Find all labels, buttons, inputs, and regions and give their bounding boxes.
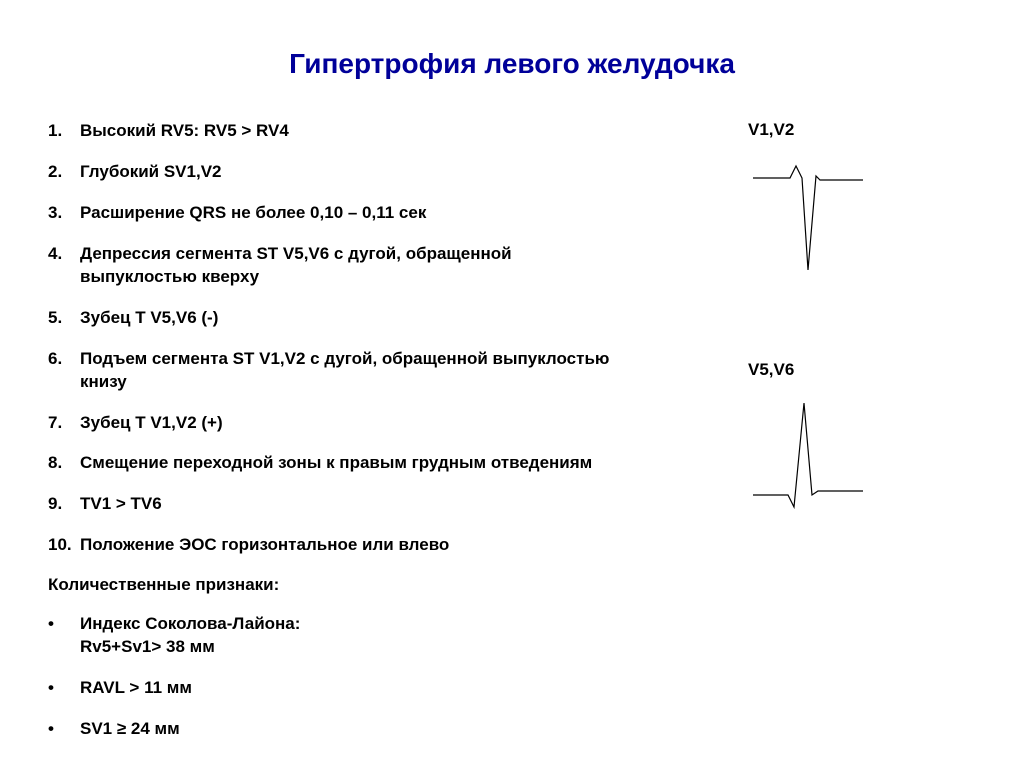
right-column: V1,V2 V5,V6 <box>618 120 978 759</box>
list-item: 6.Подъем сегмента ST V1,V2 с дугой, обра… <box>48 348 618 394</box>
list-item: 3.Расширение QRS не более 0,10 – 0,11 се… <box>48 202 618 225</box>
page-title: Гипертрофия левого желудочка <box>0 0 1024 120</box>
left-column: 1.Высокий RV5: RV5 > RV4 2.Глубокий SV1,… <box>48 120 618 759</box>
list-item: 10.Положение ЭОС горизонтальное или влев… <box>48 534 618 557</box>
subheading: Количественные признаки: <box>48 575 618 595</box>
ecg-wave-v5v6-icon <box>748 395 868 515</box>
list-item: 8.Смещение переходной зоны к правым груд… <box>48 452 618 475</box>
numbered-list: 1.Высокий RV5: RV5 > RV4 2.Глубокий SV1,… <box>48 120 618 557</box>
list-item: 9.TV1 > TV6 <box>48 493 618 516</box>
list-item: 5.Зубец T V5,V6 (-) <box>48 307 618 330</box>
bullet-item: •RAVL > 11 мм <box>48 677 618 700</box>
list-item: 4.Депрессия сегмента ST V5,V6 с дугой, о… <box>48 243 618 289</box>
ecg-wave-v1v2-icon <box>748 160 868 280</box>
content-area: 1.Высокий RV5: RV5 > RV4 2.Глубокий SV1,… <box>0 120 1024 759</box>
bullet-list: •Индекс Соколова-Лайона: Rv5+Sv1> 38 мм … <box>48 613 618 741</box>
bullet-item: •SV1 ≥ 24 мм <box>48 718 618 741</box>
list-item: 2.Глубокий SV1,V2 <box>48 161 618 184</box>
list-item: 7.Зубец T V1,V2 (+) <box>48 412 618 435</box>
bullet-item: •Индекс Соколова-Лайона: Rv5+Sv1> 38 мм <box>48 613 618 659</box>
wave2-label: V5,V6 <box>748 360 794 380</box>
list-item: 1.Высокий RV5: RV5 > RV4 <box>48 120 618 143</box>
wave1-label: V1,V2 <box>748 120 794 140</box>
